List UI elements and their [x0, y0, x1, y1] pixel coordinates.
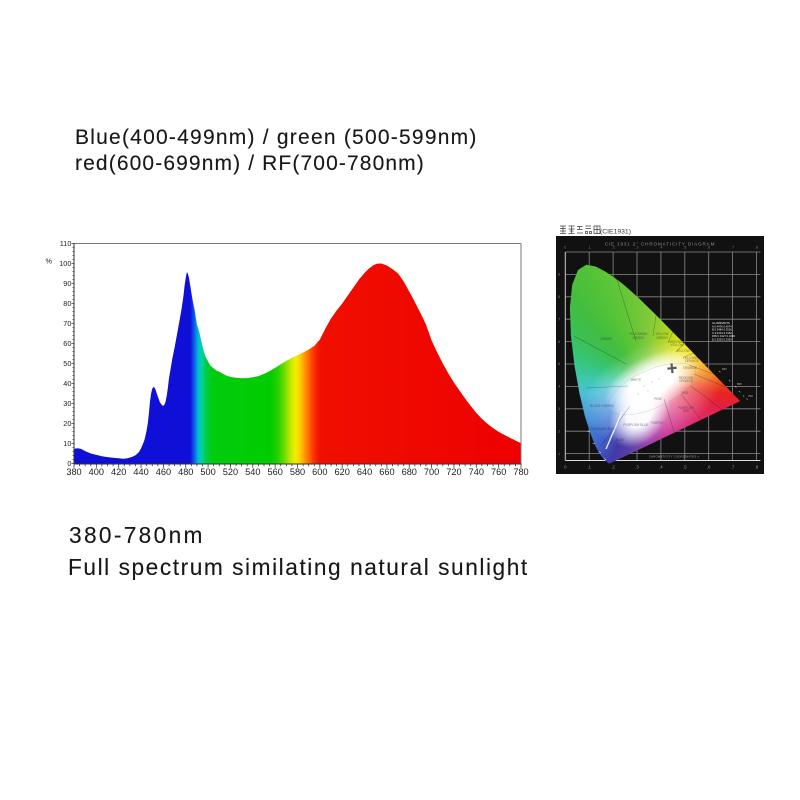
svg-text:E 0.3333 0.3333: E 0.3333 0.3333 [712, 338, 732, 342]
svg-text:.4: .4 [659, 465, 663, 470]
svg-text:REDDISH: REDDISH [679, 376, 694, 380]
svg-text:ILLUMINANTS: ILLUMINANTS [712, 321, 730, 325]
svg-text:700: 700 [748, 394, 753, 398]
svg-text:650: 650 [737, 382, 742, 386]
svg-text:YELLOW: YELLOW [676, 349, 689, 353]
svg-text:YELLOWISH: YELLOWISH [683, 356, 702, 360]
svg-text:.3: .3 [635, 465, 639, 470]
svg-text:50: 50 [63, 359, 71, 368]
svg-text:A 0.4476 0.4074: A 0.4476 0.4074 [712, 324, 732, 328]
svg-text:RED: RED [682, 391, 689, 395]
svg-text:.1: .1 [588, 246, 591, 250]
svg-text:PURPLISH BLUE: PURPLISH BLUE [623, 423, 648, 427]
svg-text:B 0.3484 0.3516: B 0.3484 0.3516 [712, 328, 732, 332]
svg-text:90: 90 [63, 279, 71, 288]
svg-text:0: 0 [564, 465, 567, 470]
svg-text:%: % [46, 257, 53, 266]
svg-text:540: 540 [245, 467, 260, 477]
svg-text:680: 680 [402, 467, 417, 477]
svg-text:YELLOWISH: YELLOWISH [629, 332, 648, 336]
svg-text:.5: .5 [558, 362, 561, 366]
svg-text:0: 0 [67, 459, 71, 468]
svg-text:ORANGE: ORANGE [679, 379, 693, 383]
svg-text:460: 460 [156, 467, 171, 477]
svg-text:ORANGE: ORANGE [685, 359, 699, 363]
svg-text:700: 700 [424, 467, 439, 477]
svg-text:C 0.3101 0.3162: C 0.3101 0.3162 [712, 331, 732, 335]
svg-text:80: 80 [63, 299, 71, 308]
svg-text:500: 500 [200, 467, 215, 477]
svg-text:YELLOW: YELLOW [655, 332, 668, 336]
svg-text:GREEN: GREEN [600, 337, 612, 341]
svg-text:WHITE: WHITE [631, 378, 641, 382]
svg-text:PURPLISH: PURPLISH [678, 406, 695, 410]
svg-text:GREENISH: GREENISH [669, 340, 686, 344]
svg-text:.8: .8 [755, 465, 759, 470]
svg-text:.6: .6 [707, 465, 711, 470]
svg-text:.3: .3 [558, 407, 561, 411]
svg-text:ORANGE: ORANGE [683, 366, 697, 370]
svg-text:600: 600 [312, 467, 327, 477]
svg-text:420: 420 [111, 467, 126, 477]
svg-text:.2: .2 [611, 465, 615, 470]
svg-text:.2: .2 [612, 246, 615, 250]
svg-text:740: 740 [469, 467, 484, 477]
svg-text:580: 580 [290, 467, 305, 477]
svg-text:.6: .6 [558, 340, 561, 344]
svg-text:.5: .5 [683, 465, 687, 470]
svg-text:620: 620 [722, 367, 727, 371]
svg-text:660: 660 [379, 467, 394, 477]
svg-text:.7: .7 [731, 465, 735, 470]
svg-text:60: 60 [63, 339, 71, 348]
svg-text:PURPLE: PURPLE [651, 421, 664, 425]
svg-text:70: 70 [63, 319, 71, 328]
svg-text:440: 440 [133, 467, 148, 477]
svg-text:.1: .1 [558, 452, 561, 456]
svg-text:.7: .7 [731, 246, 734, 250]
svg-text:RED: RED [683, 409, 690, 413]
svg-text:BLUISH GREEN: BLUISH GREEN [590, 404, 614, 408]
svg-text:.9: .9 [558, 273, 561, 277]
svg-text:CHROMATICITY COORDINATES x: CHROMATICITY COORDINATES x [649, 455, 700, 459]
svg-text:560: 560 [267, 467, 282, 477]
svg-text:520: 520 [223, 467, 238, 477]
svg-text:.4: .4 [558, 385, 561, 389]
svg-text:YELLOW: YELLOW [670, 343, 683, 347]
svg-text:480: 480 [178, 467, 193, 477]
svg-text:.4: .4 [659, 246, 662, 250]
svg-text:BLUE: BLUE [616, 438, 624, 442]
svg-text:640: 640 [357, 467, 372, 477]
svg-text:.8: .8 [558, 295, 561, 299]
svg-text:.5: .5 [683, 246, 686, 250]
svg-text:.1: .1 [587, 465, 591, 470]
svg-text:(CIE1931): (CIE1931) [600, 229, 631, 236]
svg-text:PINK: PINK [654, 397, 662, 401]
svg-text:GREEN: GREEN [632, 336, 644, 340]
svg-text:20: 20 [63, 419, 71, 428]
svg-text:110: 110 [60, 239, 72, 248]
svg-text:CIE 1931 2° CHROMATICITY DIAGR: CIE 1931 2° CHROMATICITY DIAGRAM [605, 241, 716, 246]
svg-text:.6: .6 [707, 246, 710, 250]
svg-text:0: 0 [564, 246, 566, 250]
svg-text:620: 620 [335, 467, 350, 477]
svg-text:100: 100 [59, 259, 71, 268]
svg-text:.2: .2 [558, 429, 561, 433]
svg-text:780: 780 [513, 467, 528, 477]
svg-text:.7: .7 [558, 317, 561, 321]
svg-text:10: 10 [63, 439, 71, 448]
svg-text:30: 30 [63, 399, 71, 408]
svg-text:D65 0.3127 0.3290: D65 0.3127 0.3290 [712, 334, 735, 338]
svg-text:380: 380 [66, 467, 81, 477]
svg-text:40: 40 [63, 379, 71, 388]
svg-text:.8: .8 [755, 246, 758, 250]
svg-text:GREENISH BLUE: GREENISH BLUE [590, 427, 616, 431]
svg-text:760: 760 [491, 467, 506, 477]
svg-text:400: 400 [89, 467, 104, 477]
svg-text:GREEN: GREEN [656, 336, 668, 340]
svg-text:.3: .3 [636, 246, 639, 250]
svg-text:720: 720 [446, 467, 461, 477]
